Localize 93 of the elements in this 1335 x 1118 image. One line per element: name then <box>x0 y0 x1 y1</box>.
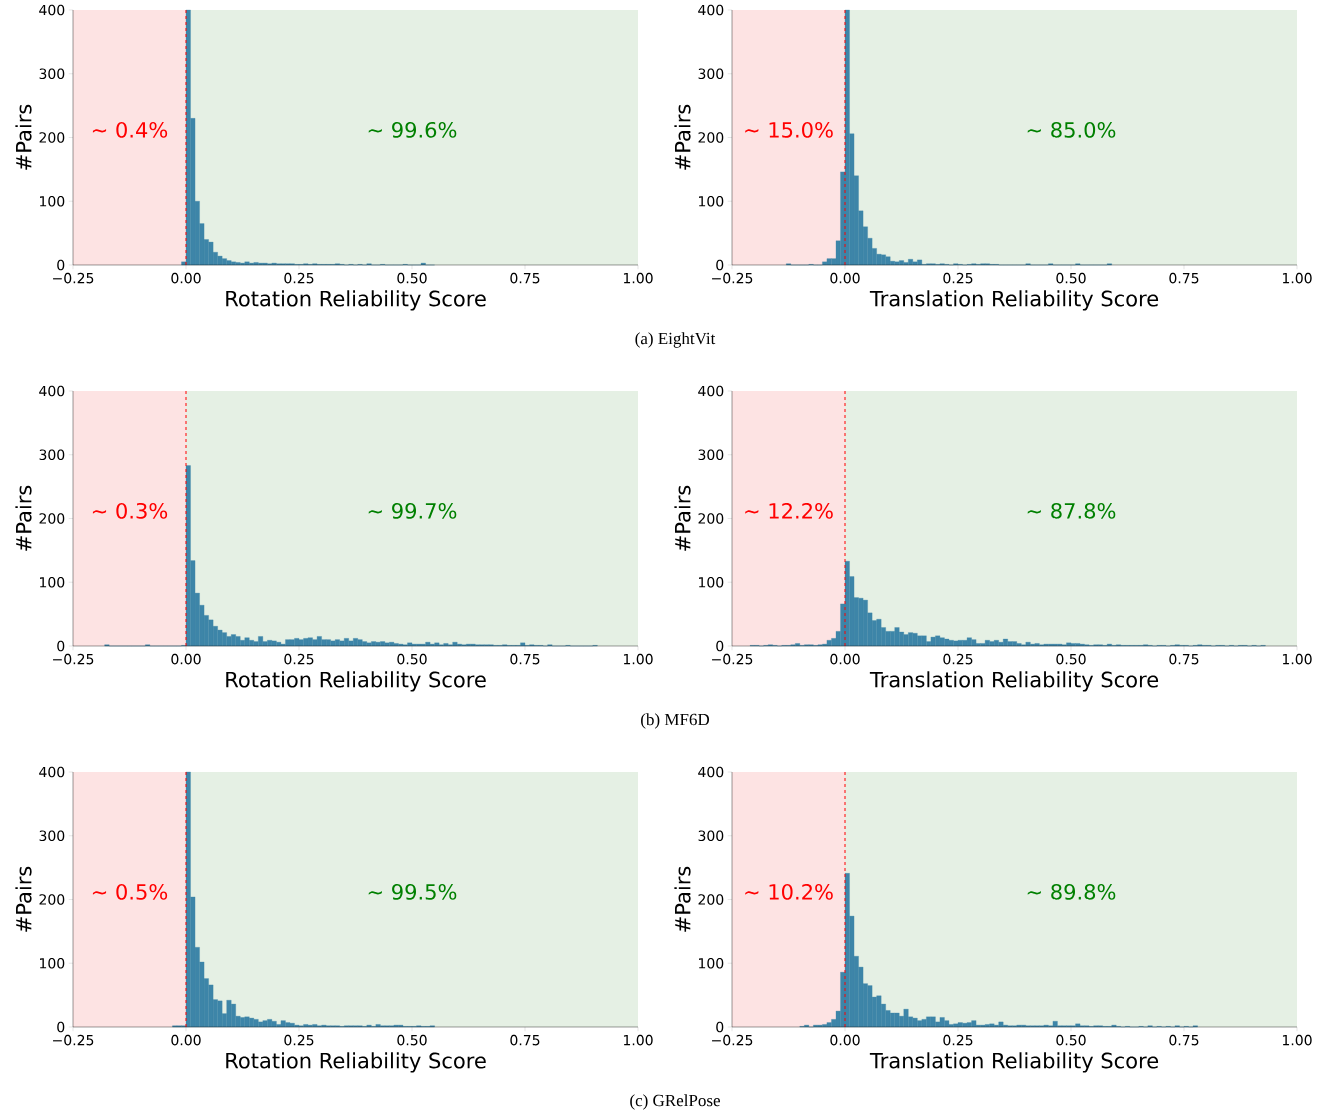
x-tick-label: 1.00 <box>623 653 653 665</box>
y-tick-label: 400 <box>39 766 65 778</box>
x-tick-label: 0.50 <box>397 1034 427 1046</box>
annotation: ∼ 85.0% <box>1027 121 1116 138</box>
annotation: ∼ 99.7% <box>368 502 457 519</box>
x-tick-label: 0.50 <box>1056 272 1086 284</box>
annotation: ∼ 0.5% <box>92 883 168 900</box>
y-tick-label: 200 <box>698 513 724 524</box>
x-tick-label: −0.25 <box>53 1034 94 1046</box>
y-axis-title: #Pairs <box>15 485 32 551</box>
x-tick-label: 0.25 <box>284 1034 314 1046</box>
y-tick-label: 400 <box>698 766 724 778</box>
x-tick-label: −0.25 <box>712 653 753 665</box>
y-axis-title: #Pairs <box>15 866 32 932</box>
x-tick-label: 1.00 <box>623 1034 653 1046</box>
y-tick-label: 400 <box>39 385 65 397</box>
y-tick-label: 400 <box>39 4 65 16</box>
x-tick-label: 0.50 <box>1056 1034 1086 1046</box>
y-tick-label: 100 <box>40 195 65 207</box>
x-tick-label: 1.00 <box>1282 272 1312 284</box>
y-tick-label: 100 <box>40 576 65 588</box>
y-tick-label: 100 <box>699 195 724 207</box>
annotation: ∼ 89.8% <box>1027 883 1116 900</box>
x-axis-title: Rotation Reliability Score <box>226 290 486 311</box>
x-tick-label: 0.00 <box>830 1034 860 1046</box>
y-axis-title: #Pairs <box>15 104 32 170</box>
x-tick-label: 0.00 <box>830 653 860 665</box>
y-tick-label: 300 <box>39 449 65 461</box>
x-tick-label: 1.00 <box>1282 1034 1312 1046</box>
x-tick-label: 0.50 <box>397 272 427 284</box>
y-tick-label: 100 <box>40 957 65 969</box>
y-tick-label: 200 <box>39 513 65 524</box>
y-tick-label: 300 <box>698 68 724 80</box>
annotation: ∼ 0.4% <box>92 121 168 138</box>
x-tick-label: 0.75 <box>1169 653 1199 665</box>
annotation: ∼ 99.5% <box>368 883 457 900</box>
y-tick-label: 300 <box>698 449 724 461</box>
y-tick-label: 300 <box>39 68 65 80</box>
y-axis-title: #Pairs <box>674 104 691 170</box>
x-tick-label: −0.25 <box>712 272 753 284</box>
x-tick-label: −0.25 <box>712 1034 753 1046</box>
x-tick-label: 0.00 <box>171 272 201 284</box>
x-tick-label: 0.25 <box>284 653 314 665</box>
x-tick-label: 0.25 <box>943 1034 973 1046</box>
y-tick-label: 0 <box>57 1021 65 1033</box>
y-tick-label: 100 <box>699 576 724 588</box>
y-tick-label: 200 <box>698 132 724 143</box>
y-tick-label: 0 <box>716 259 724 271</box>
x-tick-label: 1.00 <box>1282 653 1312 665</box>
x-tick-label: 0.50 <box>397 653 427 665</box>
x-tick-label: −0.25 <box>53 272 94 284</box>
annotation: ∼ 10.2% <box>745 883 833 900</box>
x-tick-label: 0.00 <box>171 1034 201 1046</box>
x-tick-label: 1.00 <box>623 272 653 284</box>
y-tick-label: 400 <box>698 385 724 397</box>
annotation: ∼ 15.0% <box>745 121 833 138</box>
y-tick-label: 400 <box>698 4 724 16</box>
annotation: ∼ 12.2% <box>745 502 833 519</box>
x-axis-title: Rotation Reliability Score <box>226 671 486 692</box>
y-axis-title: #Pairs <box>674 485 691 551</box>
text: (a) EightVit <box>635 332 716 348</box>
x-axis-title: Rotation Reliability Score <box>226 1052 486 1073</box>
x-tick-label: 0.75 <box>1169 1034 1199 1046</box>
y-tick-label: 0 <box>57 640 65 652</box>
x-axis-title: Translation Reliability Score <box>869 290 1159 311</box>
x-tick-label: 0.25 <box>943 272 973 284</box>
y-axis-title: #Pairs <box>674 866 691 932</box>
y-tick-label: 0 <box>716 1021 724 1033</box>
x-axis-title: Translation Reliability Score <box>869 671 1159 692</box>
y-tick-label: 300 <box>698 830 724 842</box>
x-tick-label: 0.50 <box>1056 653 1086 665</box>
x-axis-title: Translation Reliability Score <box>869 1052 1159 1073</box>
text: (b) MF6D <box>641 713 710 729</box>
y-tick-label: 0 <box>716 640 724 652</box>
x-tick-label: −0.25 <box>53 653 94 665</box>
x-tick-label: 0.75 <box>510 653 540 665</box>
x-tick-label: 0.00 <box>830 272 860 284</box>
x-tick-label: 0.75 <box>510 1034 540 1046</box>
y-tick-label: 200 <box>39 132 65 143</box>
y-tick-label: 200 <box>698 894 724 905</box>
text: (c) GRelPose <box>630 1094 720 1110</box>
annotation: ∼ 0.3% <box>92 502 168 519</box>
y-tick-label: 200 <box>39 894 65 905</box>
y-tick-label: 0 <box>57 259 65 271</box>
y-tick-label: 100 <box>699 957 724 969</box>
x-tick-label: 0.25 <box>284 272 314 284</box>
x-tick-label: 0.75 <box>510 272 540 284</box>
x-tick-label: 0.25 <box>943 653 973 665</box>
x-tick-label: 0.75 <box>1169 272 1199 284</box>
annotation: ∼ 99.6% <box>368 121 457 138</box>
y-tick-label: 300 <box>39 830 65 842</box>
x-tick-label: 0.00 <box>171 653 201 665</box>
annotation: ∼ 87.8% <box>1027 502 1116 519</box>
